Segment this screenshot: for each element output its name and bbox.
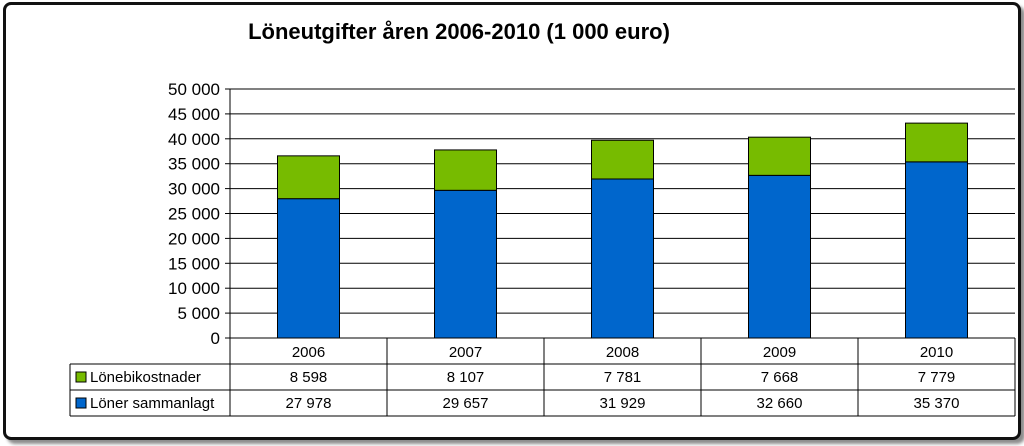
x-tick-label: 2009 <box>763 344 796 361</box>
y-tick-label: 40 000 <box>168 130 220 149</box>
x-tick-label: 2007 <box>449 344 482 361</box>
data-label: 31 929 <box>600 395 646 412</box>
data-label: 7 668 <box>761 369 799 386</box>
data-label: 35 370 <box>914 395 960 412</box>
bar-loner-2007 <box>434 189 497 339</box>
legend-label: Lönebikostnader <box>90 369 201 386</box>
bar-lonebikostnader-2008 <box>591 139 654 180</box>
chart-frame: Löneutgifter åren 2006-2010 (1 000 euro) <box>3 2 1021 440</box>
data-label: 32 660 <box>757 395 803 412</box>
y-tick-label: 45 000 <box>168 105 220 124</box>
y-tick-label: 20 000 <box>168 229 220 248</box>
legend-swatch <box>75 397 87 409</box>
x-tick-label: 2010 <box>920 344 953 361</box>
data-label: 8 598 <box>290 369 328 386</box>
x-tick-label: 2006 <box>292 344 325 361</box>
bar-loner-2008 <box>591 178 654 339</box>
data-label: 8 107 <box>447 369 485 386</box>
data-label: 7 779 <box>918 369 956 386</box>
y-tick-label: 15 000 <box>168 254 220 273</box>
bar-lonebikostnader-2007 <box>434 149 497 191</box>
data-label: 29 657 <box>443 395 489 412</box>
legend-swatch <box>75 371 87 383</box>
bar-loner-2006 <box>277 198 340 339</box>
y-tick-label: 0 <box>211 329 220 348</box>
y-tick-label: 25 000 <box>168 205 220 224</box>
data-label: 7 781 <box>604 369 642 386</box>
bar-loner-2010 <box>905 161 968 339</box>
bar-loner-2009 <box>748 174 811 339</box>
bar-lonebikostnader-2006 <box>277 155 340 200</box>
y-tick-label: 5 000 <box>177 304 220 323</box>
x-tick-label: 2008 <box>606 344 639 361</box>
y-tick-label: 35 000 <box>168 155 220 174</box>
y-tick-label: 30 000 <box>168 180 220 199</box>
legend-label: Löner sammanlagt <box>90 395 215 412</box>
chart-title: Löneutgifter åren 2006-2010 (1 000 euro) <box>248 19 670 44</box>
y-tick-label: 50 000 <box>168 80 220 99</box>
data-label: 27 978 <box>286 395 332 412</box>
y-tick-label: 10 000 <box>168 279 220 298</box>
bar-lonebikostnader-2009 <box>748 136 811 176</box>
bar-lonebikostnader-2010 <box>905 122 968 163</box>
